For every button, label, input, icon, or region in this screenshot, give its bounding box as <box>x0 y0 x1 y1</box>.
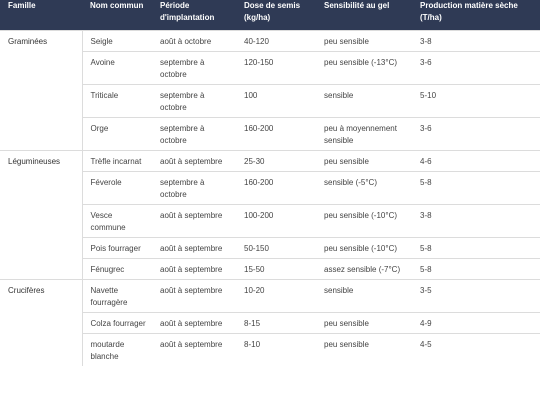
cell-nom: Trèfle incarnat <box>82 149 152 171</box>
cell-production: 3-5 <box>412 278 540 312</box>
cell-periode: août à septembre <box>152 236 236 258</box>
crop-table: Famille Nom commun Période d'implantatio… <box>0 0 540 366</box>
cell-periode: août à septembre <box>152 278 236 312</box>
header-nom: Nom commun <box>82 0 152 30</box>
cell-production: 3-6 <box>412 50 540 84</box>
cell-production: 3-6 <box>412 116 540 150</box>
cell-nom: Navette fourragère <box>82 278 152 312</box>
cell-dose: 10-20 <box>236 278 316 312</box>
table-row: Orge septembre à octobre 160-200 peu à moye… <box>0 116 540 150</box>
cell-sensibilite: peu sensible <box>316 29 412 51</box>
cell-dose: 100 <box>236 83 316 117</box>
cell-sensibilite: peu sensible (-10°C) <box>316 236 412 258</box>
table-row: Triticale septembre à octobre 100 sensible 5… <box>0 83 540 117</box>
table-row: Colza fourrager août à septembre 8-15 peu s… <box>0 311 540 333</box>
cell-periode: août à septembre <box>152 149 236 171</box>
cell-periode: août à octobre <box>152 29 236 51</box>
cell-periode: septembre à octobre <box>152 50 236 84</box>
cell-sensibilite: peu sensible (-10°C) <box>316 203 412 237</box>
table-row: Avoine septembre à octobre 120-150 peu sens… <box>0 50 540 84</box>
header-famille: Famille <box>0 0 82 30</box>
cell-sensibilite: sensible (-5°C) <box>316 170 412 204</box>
cell-nom: Pois fourrager <box>82 236 152 258</box>
cell-production: 4-5 <box>412 332 540 366</box>
cell-sensibilite: peu sensible <box>316 149 412 171</box>
cell-sensibilite: sensible <box>316 278 412 312</box>
cell-production: 5-8 <box>412 170 540 204</box>
cell-nom: Avoine <box>82 50 152 84</box>
cell-sensibilite: peu sensible <box>316 311 412 333</box>
cell-periode: septembre à octobre <box>152 83 236 117</box>
cell-production: 5-8 <box>412 236 540 258</box>
cell-periode: septembre à octobre <box>152 116 236 150</box>
family-cell: Crucifères <box>0 278 83 366</box>
table-row: Féverole septembre à octobre 160-200 sensib… <box>0 170 540 204</box>
cell-production: 3-8 <box>412 29 540 51</box>
cell-nom: Triticale <box>82 83 152 117</box>
cell-nom: Fénugrec <box>82 257 152 279</box>
table-header: Famille Nom commun Période d'implantatio… <box>0 0 540 30</box>
cell-dose: 8-15 <box>236 311 316 333</box>
cell-dose: 160-200 <box>236 116 316 150</box>
cell-sensibilite: peu sensible (-13°C) <box>316 50 412 84</box>
cell-nom: Orge <box>82 116 152 150</box>
cell-production: 5-8 <box>412 257 540 279</box>
header-production: Production matière sèche (T/ha) <box>412 0 540 30</box>
header-sensibilite: Sensibilité au gel <box>316 0 412 30</box>
table-row: Fénugrec août à septembre 15-50 assez sensi… <box>0 257 540 279</box>
family-cell: Légumineuses <box>0 149 83 279</box>
table-row: Pois fourrager août à septembre 50-150 peu … <box>0 236 540 258</box>
cell-nom: Vesce commune <box>82 203 152 237</box>
cell-periode: août à septembre <box>152 311 236 333</box>
table-row: Graminées Seigle août à octobre 40-120 peu s… <box>0 29 540 150</box>
header-periode: Période d'implantation <box>152 0 236 30</box>
cell-production: 3-8 <box>412 203 540 237</box>
cell-dose: 8-10 <box>236 332 316 366</box>
cell-periode: août à septembre <box>152 203 236 237</box>
table-row: Légumineuses Trèfle incarnat août à septem… <box>0 149 540 279</box>
cell-dose: 160-200 <box>236 170 316 204</box>
cell-dose: 100-200 <box>236 203 316 237</box>
cell-production: 5-10 <box>412 83 540 117</box>
table-row: moutarde blanche août à septembre 8-10 peu … <box>0 332 540 366</box>
family-cell: Graminées <box>0 29 83 150</box>
cell-nom: moutarde blanche <box>82 332 152 366</box>
cell-periode: septembre à octobre <box>152 170 236 204</box>
cell-periode: août à septembre <box>152 257 236 279</box>
cell-production: 4-9 <box>412 311 540 333</box>
cell-dose: 15-50 <box>236 257 316 279</box>
table-row: Vesce commune août à septembre 100-200 peu … <box>0 203 540 237</box>
cell-sensibilite: peu sensible <box>316 332 412 366</box>
cell-dose: 40-120 <box>236 29 316 51</box>
cell-nom: Féverole <box>82 170 152 204</box>
table-row: Crucifères Navette fourragère août à septe… <box>0 278 540 366</box>
cell-periode: août à septembre <box>152 332 236 366</box>
cell-sensibilite: sensible <box>316 83 412 117</box>
header-dose: Dose de semis (kg/ha) <box>236 0 316 30</box>
cell-sensibilite: peu à moyennement sensible <box>316 116 412 150</box>
cell-dose: 50-150 <box>236 236 316 258</box>
cell-production: 4-6 <box>412 149 540 171</box>
cell-dose: 25-30 <box>236 149 316 171</box>
cell-nom: Seigle <box>82 29 152 51</box>
cell-sensibilite: assez sensible (-7°C) <box>316 257 412 279</box>
cell-nom: Colza fourrager <box>82 311 152 333</box>
table-body: Graminées Seigle août à octobre 40-120 peu s… <box>0 29 540 366</box>
cell-dose: 120-150 <box>236 50 316 84</box>
